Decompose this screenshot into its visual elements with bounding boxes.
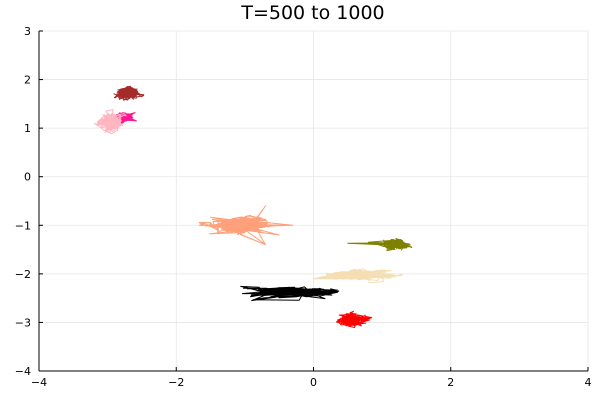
series-line bbox=[113, 85, 145, 101]
y-tick-label: 0 bbox=[24, 171, 31, 184]
series-6 bbox=[240, 285, 340, 302]
series-3 bbox=[198, 205, 294, 246]
series-2 bbox=[94, 108, 127, 135]
x-tick-label: 2 bbox=[447, 376, 454, 389]
chart-title: T=500 to 1000 bbox=[240, 2, 384, 24]
series-line bbox=[313, 268, 403, 284]
x-tick-label: −4 bbox=[31, 376, 47, 389]
axes bbox=[38, 30, 589, 372]
y-tick-label: −3 bbox=[15, 316, 31, 329]
series-line bbox=[347, 237, 413, 252]
series-0 bbox=[113, 85, 145, 101]
y-tick-label: −1 bbox=[15, 219, 31, 232]
y-tick-label: 3 bbox=[24, 25, 31, 38]
series-line bbox=[240, 285, 340, 302]
series-line bbox=[198, 205, 294, 246]
x-tick-label: −2 bbox=[168, 376, 184, 389]
series-line bbox=[335, 310, 373, 328]
series-layer bbox=[94, 85, 413, 328]
y-tick-label: −2 bbox=[15, 268, 31, 281]
y-tick-label: 2 bbox=[24, 74, 31, 87]
tick-labels: −4 −2 0 2 4 −4 −3 −2 −1 0 1 2 3 bbox=[15, 25, 592, 389]
y-tick-label: 1 bbox=[24, 122, 31, 135]
y-tick-label: −4 bbox=[15, 365, 31, 378]
x-tick-label: 0 bbox=[310, 376, 317, 389]
series-line bbox=[94, 108, 127, 135]
x-tick-label: 4 bbox=[585, 376, 592, 389]
series-7 bbox=[335, 310, 373, 328]
series-5 bbox=[313, 268, 403, 284]
series-4 bbox=[347, 237, 413, 252]
